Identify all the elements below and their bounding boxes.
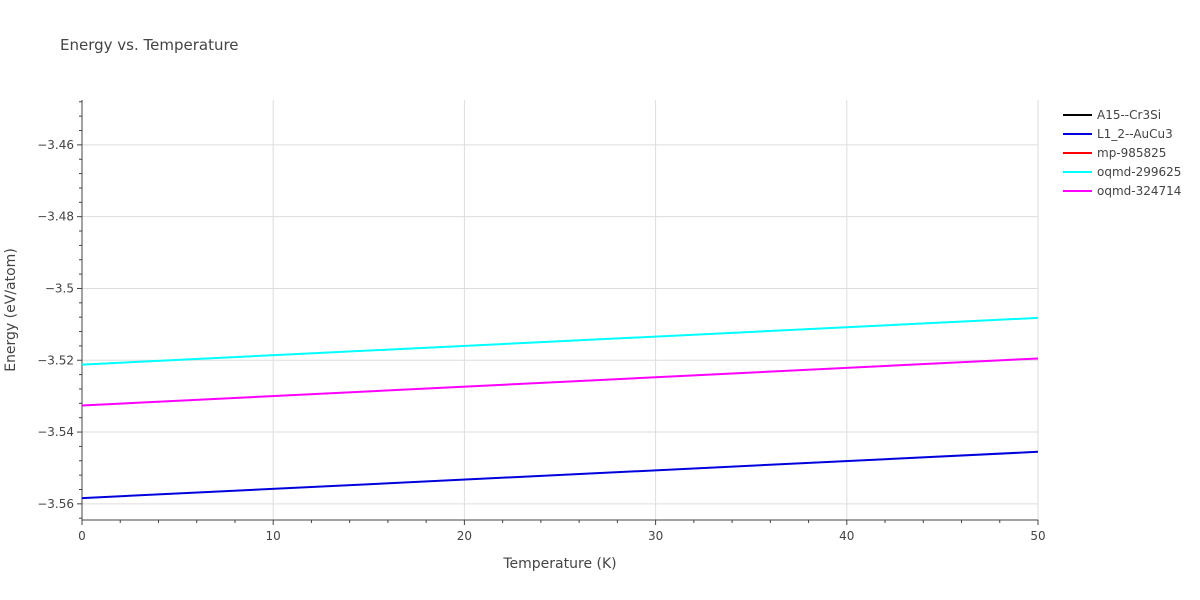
x-tick-label: 10 [266, 529, 281, 543]
legend-label: oqmd-299625 [1097, 165, 1181, 179]
legend-label: oqmd-324714 [1097, 184, 1181, 198]
legend-label: mp-985825 [1097, 146, 1166, 160]
series-line-oqmd-324714 [81, 357, 1039, 407]
y-tick-label: −3.54 [37, 425, 74, 439]
x-tick-label: 50 [1030, 529, 1045, 543]
series-line-oqmd-299625 [81, 316, 1039, 366]
y-tick-label: −3.56 [37, 497, 74, 511]
legend-label: A15--Cr3Si [1097, 108, 1161, 122]
series-lines [81, 316, 1039, 500]
legend-label: L1_2--AuCu3 [1097, 127, 1173, 141]
y-tick-label: −3.46 [37, 138, 74, 152]
axes [81, 100, 1038, 521]
chart-title: Energy vs. Temperature [60, 36, 239, 54]
y-tick-label: −3.52 [37, 353, 74, 367]
legend: A15--Cr3Si L1_2--AuCu3 mp-985825 oqmd-29962… [1063, 108, 1181, 198]
x-tick-label: 40 [839, 529, 854, 543]
grid [82, 100, 1039, 520]
x-tick-label: 0 [78, 529, 86, 543]
y-tick-label: −3.48 [37, 210, 74, 224]
x-axis-ticks: 0 10 20 30 40 50 [78, 520, 1046, 543]
y-tick-label: −3.5 [45, 281, 74, 295]
series-line-L1_2--AuCu3 [81, 450, 1039, 500]
x-tick-label: 30 [648, 529, 663, 543]
x-tick-label: 20 [457, 529, 472, 543]
x-axis-title: Temperature (K) [502, 556, 616, 572]
y-axis-ticks: −3.56 −3.54 −3.52 −3.5 −3.48 −3.46 [37, 101, 82, 519]
y-axis-title: Energy (eV/atom) [3, 248, 19, 372]
